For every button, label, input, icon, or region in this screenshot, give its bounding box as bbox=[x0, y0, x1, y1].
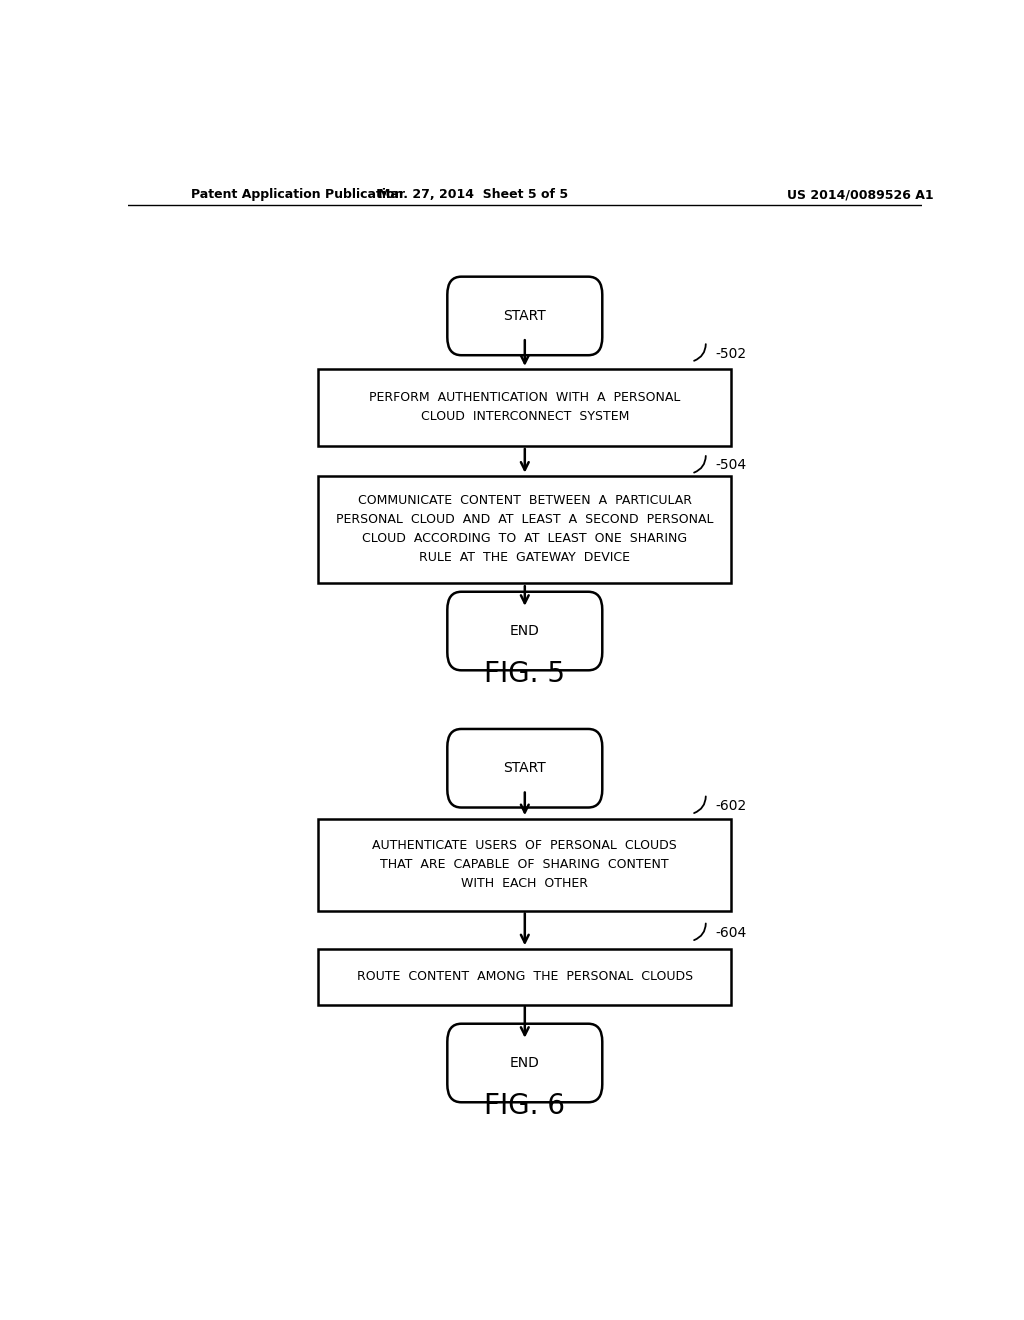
Text: Patent Application Publication: Patent Application Publication bbox=[191, 189, 403, 202]
FancyBboxPatch shape bbox=[447, 277, 602, 355]
Text: -504: -504 bbox=[715, 458, 746, 473]
Text: -602: -602 bbox=[715, 799, 746, 813]
Text: -502: -502 bbox=[715, 347, 746, 360]
Text: FIG. 6: FIG. 6 bbox=[484, 1092, 565, 1119]
Text: FIG. 5: FIG. 5 bbox=[484, 660, 565, 688]
Text: ROUTE  CONTENT  AMONG  THE  PERSONAL  CLOUDS: ROUTE CONTENT AMONG THE PERSONAL CLOUDS bbox=[356, 970, 693, 983]
FancyBboxPatch shape bbox=[447, 729, 602, 808]
FancyBboxPatch shape bbox=[447, 1024, 602, 1102]
Bar bbox=[318, 818, 731, 911]
Text: Mar. 27, 2014  Sheet 5 of 5: Mar. 27, 2014 Sheet 5 of 5 bbox=[378, 189, 568, 202]
Text: COMMUNICATE  CONTENT  BETWEEN  A  PARTICULAR
PERSONAL  CLOUD  AND  AT  LEAST  A : COMMUNICATE CONTENT BETWEEN A PARTICULAR… bbox=[336, 495, 714, 565]
FancyBboxPatch shape bbox=[447, 591, 602, 671]
Text: PERFORM  AUTHENTICATION  WITH  A  PERSONAL
CLOUD  INTERCONNECT  SYSTEM: PERFORM AUTHENTICATION WITH A PERSONAL C… bbox=[369, 392, 681, 424]
Text: START: START bbox=[504, 762, 546, 775]
Text: START: START bbox=[504, 309, 546, 323]
Text: END: END bbox=[510, 1056, 540, 1071]
Text: US 2014/0089526 A1: US 2014/0089526 A1 bbox=[786, 189, 933, 202]
Text: AUTHENTICATE  USERS  OF  PERSONAL  CLOUDS
THAT  ARE  CAPABLE  OF  SHARING  CONTE: AUTHENTICATE USERS OF PERSONAL CLOUDS TH… bbox=[373, 840, 677, 890]
Bar bbox=[318, 370, 731, 446]
Text: END: END bbox=[510, 624, 540, 638]
Bar bbox=[318, 949, 731, 1005]
Text: -604: -604 bbox=[715, 925, 746, 940]
Bar bbox=[318, 477, 731, 582]
